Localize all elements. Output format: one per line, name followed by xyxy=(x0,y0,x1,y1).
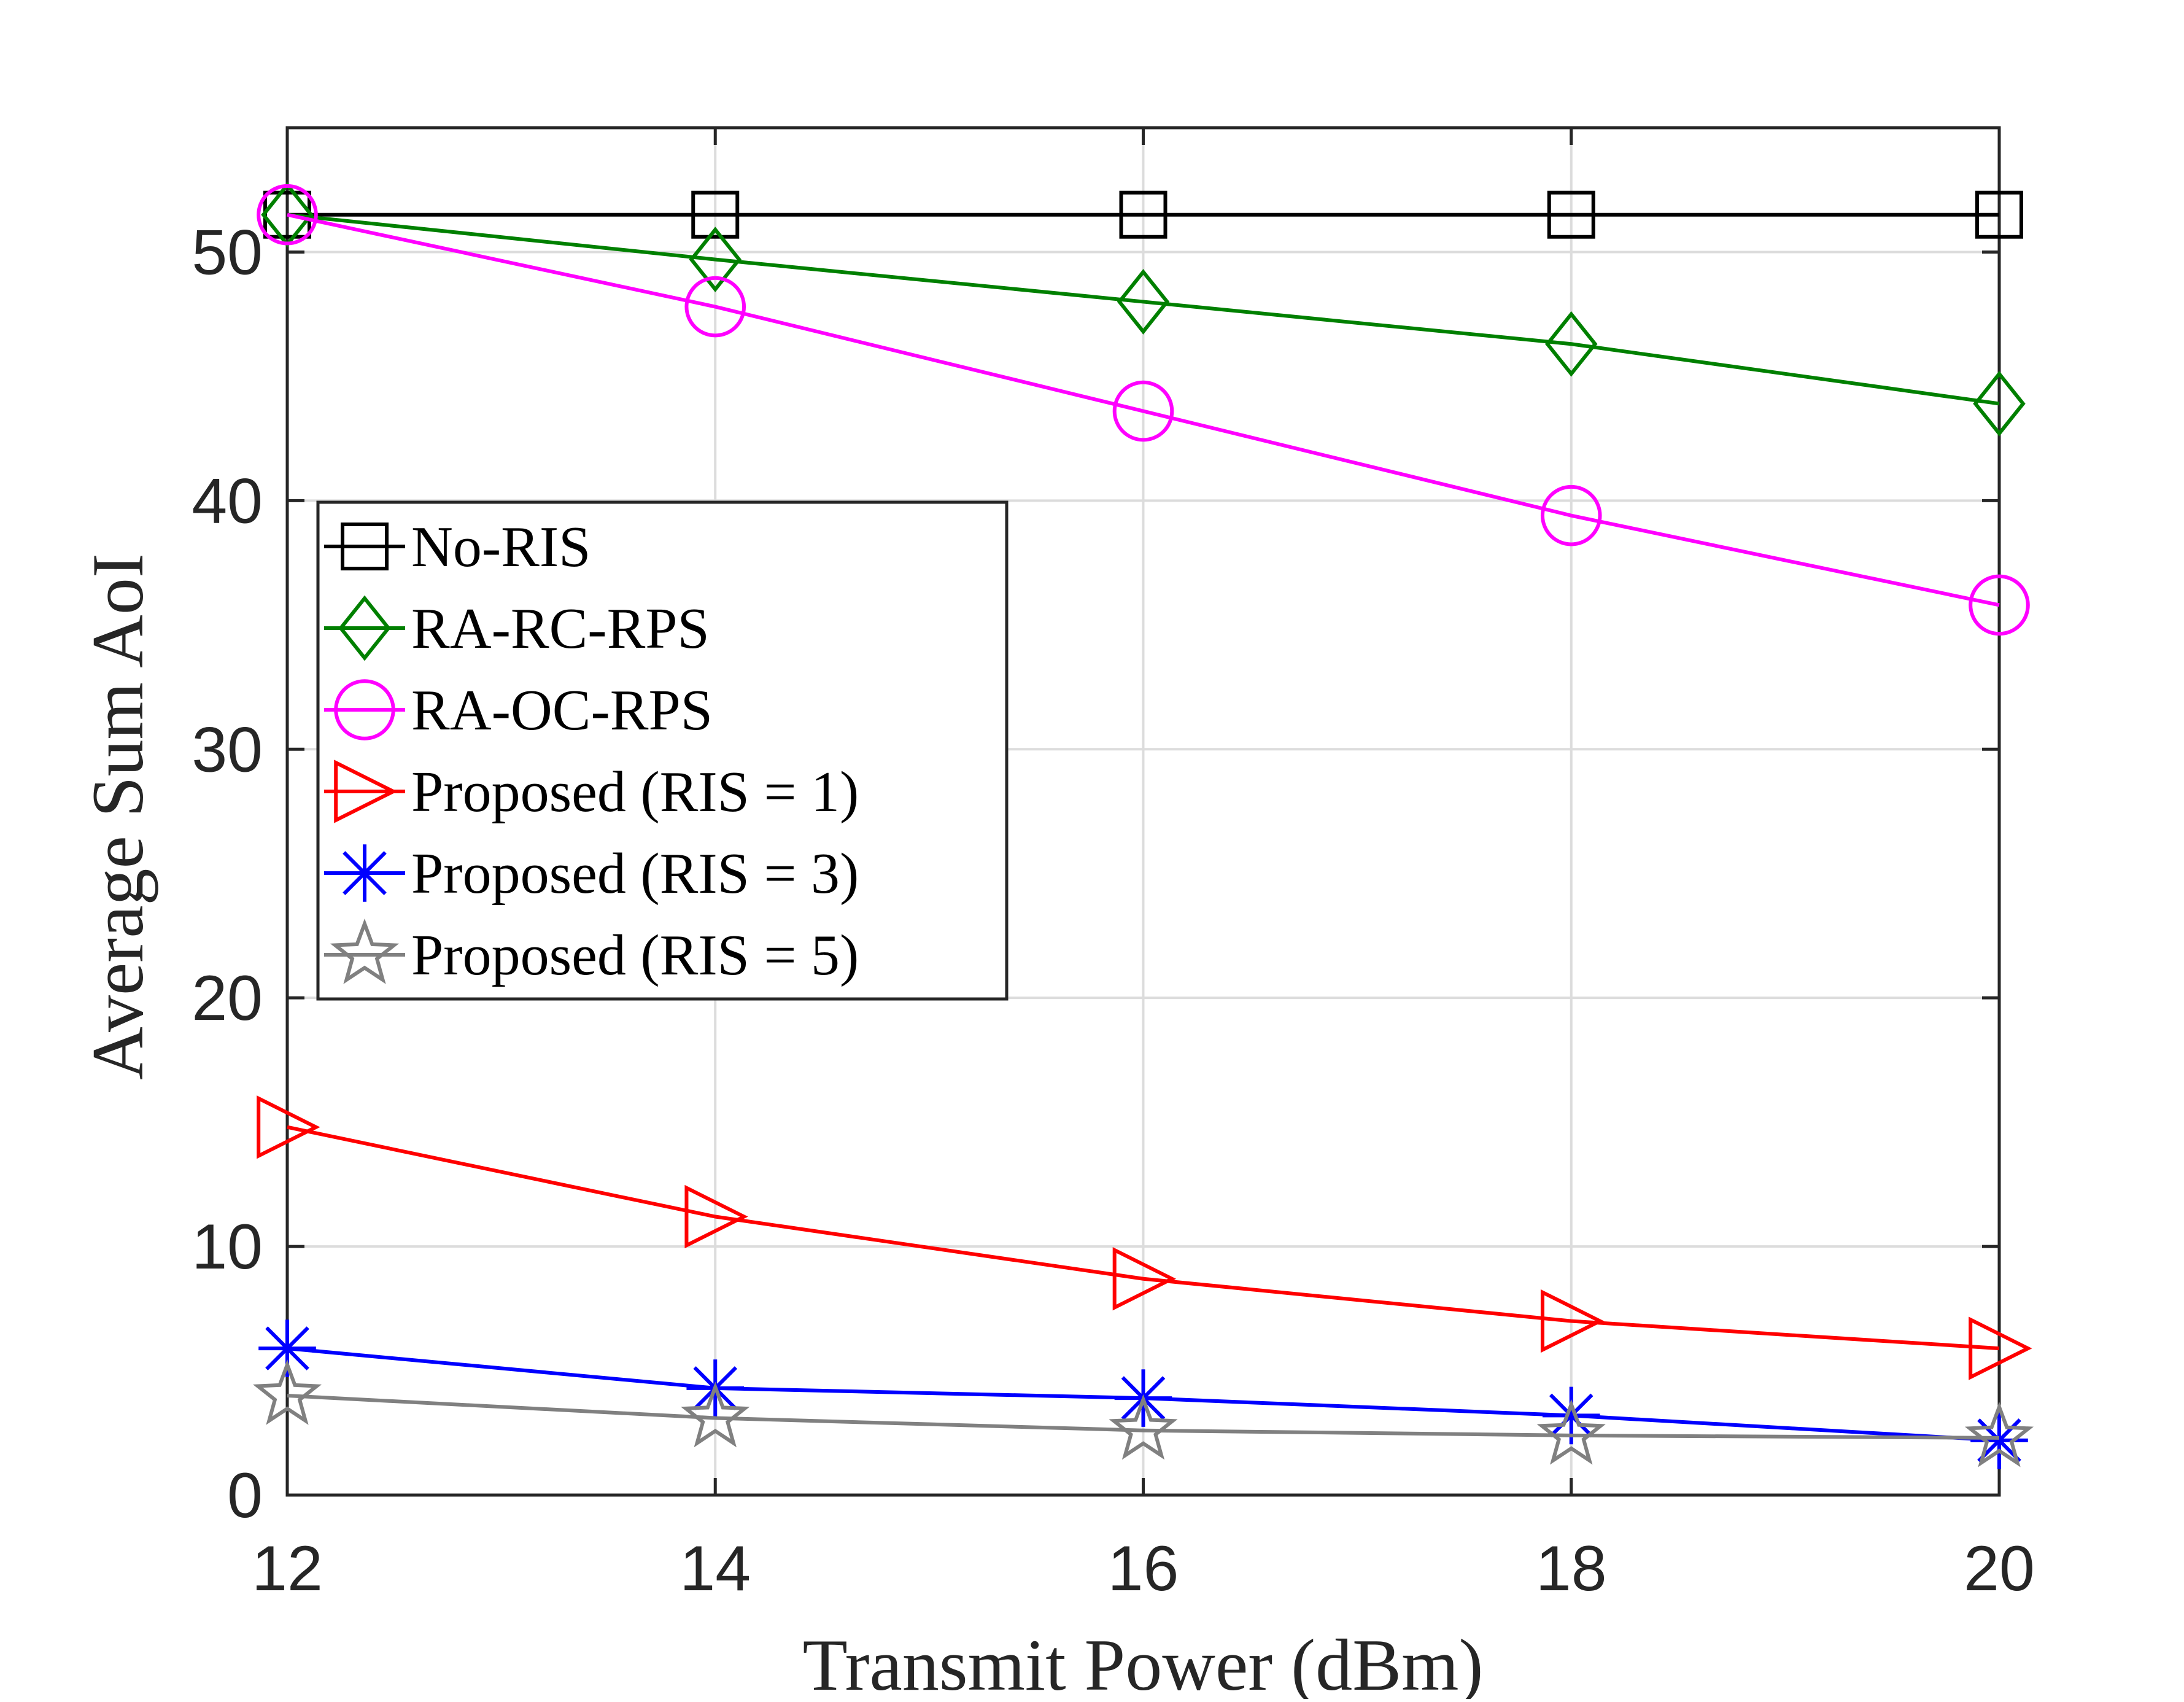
y-tick-label: 50 xyxy=(192,217,263,288)
data-point xyxy=(258,1319,316,1377)
y-axis-title: Average Sum AoI xyxy=(77,553,158,1080)
legend-entry: RA-OC-RPS xyxy=(324,678,713,742)
data-point xyxy=(1119,190,1168,239)
data-point xyxy=(1117,269,1170,335)
legend-entry: Proposed (RIS = 1) xyxy=(324,760,859,824)
data-point xyxy=(1112,380,1174,442)
x-axis-title: Transmit Power (dBm) xyxy=(803,1624,1484,1699)
legend-box xyxy=(316,500,1009,1001)
series-2 xyxy=(257,184,2030,636)
y-tick-label: 40 xyxy=(192,465,263,537)
data-point xyxy=(1970,1412,2028,1469)
y-tick-label: 10 xyxy=(192,1211,263,1283)
series-line xyxy=(287,1394,2000,1440)
legend-label: RA-RC-RPS xyxy=(411,597,710,661)
axes xyxy=(285,126,2001,1497)
data-point xyxy=(1109,1394,1178,1460)
data-point xyxy=(681,1381,750,1448)
data-point xyxy=(691,190,740,239)
y-tick-labels: 0 10 20 30 40 50 xyxy=(192,217,263,1531)
y-tick-label: 0 xyxy=(227,1460,263,1531)
legend-marker xyxy=(338,595,391,661)
data-point xyxy=(252,1359,322,1425)
series-line xyxy=(287,212,2000,607)
data-point xyxy=(1969,1316,2032,1380)
data-point xyxy=(684,1184,748,1249)
series-5 xyxy=(252,1359,2034,1467)
data-point xyxy=(257,1095,320,1159)
data-point xyxy=(257,184,318,246)
legend-marker xyxy=(336,844,393,902)
y-tick-label: 30 xyxy=(192,714,263,785)
legend-label: Proposed (RIS = 3) xyxy=(411,842,859,906)
series-3 xyxy=(257,1095,2032,1380)
series-lines xyxy=(252,182,2034,1469)
legend-marker xyxy=(334,679,395,740)
legend-label: Proposed (RIS = 1) xyxy=(411,760,859,824)
legend-entry: Proposed (RIS = 5) xyxy=(324,919,859,987)
x-tick-label: 12 xyxy=(252,1533,323,1604)
legend-marker xyxy=(341,523,389,570)
legend-marker xyxy=(330,919,400,984)
data-point xyxy=(1547,190,1595,239)
legend-entry: Proposed (RIS = 3) xyxy=(324,842,859,906)
legend-label: RA-OC-RPS xyxy=(411,678,713,742)
series-0 xyxy=(263,190,2023,239)
x-tick-label: 20 xyxy=(1964,1533,2035,1604)
legend-entry: RA-RC-RPS xyxy=(324,595,710,661)
legend-label: Proposed (RIS = 5) xyxy=(411,923,859,987)
data-point xyxy=(1973,371,2026,437)
legend-label: No-RIS xyxy=(411,515,591,579)
x-tick-labels: 12 14 16 18 20 xyxy=(252,1533,2035,1604)
data-point xyxy=(1112,1247,1177,1311)
x-tick-label: 16 xyxy=(1108,1533,1179,1604)
data-point xyxy=(1969,574,2030,636)
data-point xyxy=(1545,311,1598,377)
series-line xyxy=(287,212,2000,406)
legend-marker xyxy=(334,760,398,823)
x-tick-label: 14 xyxy=(680,1533,751,1604)
data-point xyxy=(689,227,742,293)
legend-entry: No-RIS xyxy=(324,515,591,579)
data-point xyxy=(1540,1289,1605,1353)
data-point xyxy=(684,276,746,338)
data-point xyxy=(1975,190,2023,239)
legend: No-RIS RA-RC-RPS RA-OC-RPS Proposed (RIS = … xyxy=(316,500,1009,1001)
data-point xyxy=(1540,484,1602,546)
x-tick-label: 18 xyxy=(1536,1533,1607,1604)
series-line xyxy=(287,1125,2000,1351)
data-point xyxy=(1536,1399,1606,1465)
data-point xyxy=(1964,1401,2034,1467)
y-tick-label: 20 xyxy=(192,963,263,1034)
